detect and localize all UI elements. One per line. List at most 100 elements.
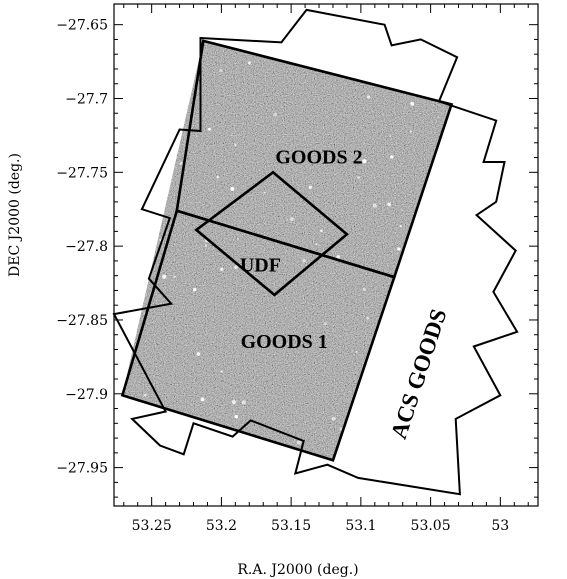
image-source xyxy=(115,192,117,194)
image-source xyxy=(185,453,188,456)
x-tick-label: 53.25 xyxy=(132,518,172,534)
image-source xyxy=(373,354,375,356)
image-source xyxy=(449,98,452,103)
image-source xyxy=(362,48,366,52)
image-source xyxy=(183,6,187,10)
image-source xyxy=(397,247,401,251)
image-source xyxy=(426,52,430,56)
image-source xyxy=(319,463,320,464)
region-udf xyxy=(194,170,349,297)
plot-area: GOODS 2 UDF GOODS 1 ACS GOODS xyxy=(112,5,532,499)
image-source xyxy=(162,274,167,279)
image-source xyxy=(416,241,421,245)
image-source xyxy=(358,22,362,26)
image-source xyxy=(290,477,293,480)
image-source xyxy=(331,416,336,421)
image-source xyxy=(367,16,369,18)
image-source xyxy=(401,67,405,72)
image-source xyxy=(230,186,235,191)
image-source xyxy=(409,130,412,133)
image-source xyxy=(300,29,304,33)
image-source xyxy=(292,217,295,220)
x-tick-label: 53.15 xyxy=(271,518,311,534)
image-source xyxy=(396,452,399,455)
y-tick-label: −27.65 xyxy=(56,18,108,34)
image-source xyxy=(235,134,237,136)
y-axis-tick-labels: −27.65 −27.7 −27.75 −27.8 −27.85 −27.9 −27.95 xyxy=(56,18,108,477)
image-source xyxy=(442,215,444,218)
image-source xyxy=(247,61,251,65)
image-source xyxy=(450,404,452,407)
image-source xyxy=(338,5,342,9)
image-source xyxy=(387,202,391,207)
image-source xyxy=(154,68,156,71)
y-tick-label: −27.95 xyxy=(56,461,108,477)
image-source xyxy=(149,124,153,128)
image-source xyxy=(520,65,523,68)
image-source xyxy=(397,469,400,472)
image-source xyxy=(439,18,441,20)
image-source xyxy=(308,185,313,190)
survey-regions xyxy=(112,8,519,496)
image-source xyxy=(207,127,211,131)
x-tick-label: 53.2 xyxy=(206,518,237,534)
image-source xyxy=(320,229,323,233)
image-source xyxy=(234,265,238,269)
image-source xyxy=(320,482,322,484)
image-source xyxy=(437,116,440,119)
image-source xyxy=(454,246,457,249)
image-source xyxy=(340,18,343,21)
image-source xyxy=(302,258,306,263)
image-source xyxy=(273,112,277,117)
image-source xyxy=(363,434,366,437)
image-source xyxy=(366,95,371,99)
image-source xyxy=(355,351,358,353)
image-source xyxy=(153,447,156,450)
axis-ticks xyxy=(114,4,538,506)
x-axis-tick-labels: 53.25 53.2 53.15 53.1 53.05 53 xyxy=(132,518,510,534)
image-source xyxy=(296,440,301,445)
image-source xyxy=(143,393,147,397)
image-source xyxy=(362,287,367,292)
annotation-udf: UDF xyxy=(240,254,281,276)
image-source xyxy=(407,346,410,349)
plot-frame xyxy=(113,3,539,507)
x-tick-label: 53.05 xyxy=(411,518,451,534)
image-source xyxy=(204,244,207,247)
image-source xyxy=(498,309,499,310)
image-source xyxy=(138,165,143,170)
image-source xyxy=(173,275,176,278)
image-source xyxy=(472,117,474,119)
annotation-acs-goods: ACS GOODS xyxy=(386,306,451,442)
image-source xyxy=(237,237,239,240)
image-source xyxy=(130,205,134,208)
image-source xyxy=(241,400,246,405)
y-tick-label: −27.7 xyxy=(65,92,108,108)
image-source xyxy=(389,135,392,137)
image-source xyxy=(452,413,455,416)
image-source xyxy=(447,69,451,73)
image-source xyxy=(453,243,456,246)
image-source xyxy=(362,159,367,164)
image-source xyxy=(455,98,456,99)
image-source xyxy=(336,255,340,259)
y-tick-label: −27.85 xyxy=(56,313,108,329)
image-source xyxy=(120,138,122,140)
image-source xyxy=(220,267,224,271)
x-axis-title: R.A. J2000 (deg.) xyxy=(237,562,358,578)
y-tick-label: −27.8 xyxy=(65,239,108,255)
image-source xyxy=(529,328,532,331)
image-source xyxy=(433,439,437,443)
image-source xyxy=(200,397,205,402)
y-axis-title: DEC J2000 (deg.) xyxy=(7,153,23,277)
x-tick-label: 53.1 xyxy=(345,518,376,534)
image-source xyxy=(521,247,523,249)
image-source xyxy=(379,495,383,499)
y-tick-label: −27.9 xyxy=(65,387,108,403)
image-source xyxy=(244,435,247,438)
image-source xyxy=(230,134,233,136)
image-source xyxy=(493,109,497,113)
image-source xyxy=(232,455,237,459)
image-source xyxy=(490,310,492,312)
